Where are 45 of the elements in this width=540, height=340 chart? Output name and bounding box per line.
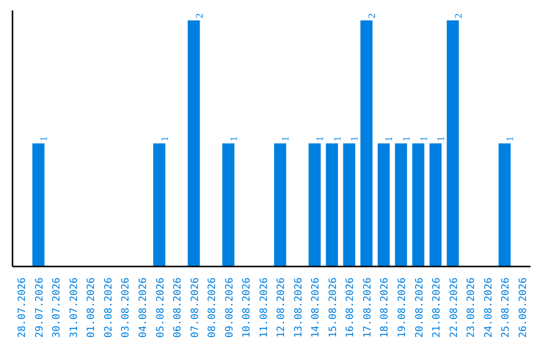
x-tick-label: 19.08.2026 bbox=[397, 277, 408, 338]
x-tick-label: 26.08.2026 bbox=[518, 277, 529, 338]
x-tick-label: 03.08.2026 bbox=[120, 277, 132, 338]
data-label: 1 bbox=[280, 136, 292, 142]
x-tick-label: 18.08.2026 bbox=[380, 277, 391, 338]
x-tick-label: 22.08.2026 bbox=[448, 277, 460, 338]
x-tick-label: 04.08.2026 bbox=[138, 277, 149, 338]
x-tick-label: 17.08.2026 bbox=[362, 277, 374, 338]
x-tick-label: 06.08.2026 bbox=[172, 277, 184, 338]
data-label: 1 bbox=[402, 136, 412, 142]
x-tick-label: 05.08.2026 bbox=[155, 277, 166, 338]
data-label: 2 bbox=[194, 13, 206, 18]
x-tick-label: 09.08.2026 bbox=[224, 277, 236, 338]
x-tick-label: 14.08.2026 bbox=[310, 277, 322, 338]
x-tick-label: 30.07.2026 bbox=[52, 277, 63, 338]
data-label: 1 bbox=[332, 136, 344, 142]
data-label: 1 bbox=[418, 136, 430, 142]
x-tick-label: 08.08.2026 bbox=[207, 277, 218, 338]
data-label: 1 bbox=[350, 136, 361, 142]
x-tick-label: 28.07.2026 bbox=[17, 277, 28, 338]
x-tick-label: 13.08.2026 bbox=[293, 277, 304, 338]
data-label: 1 bbox=[160, 136, 171, 142]
data-label: 1 bbox=[505, 136, 516, 142]
data-label: 1 bbox=[228, 136, 240, 142]
x-tick-label: 21.08.2026 bbox=[432, 277, 443, 338]
data-label: 1 bbox=[384, 136, 396, 142]
x-tick-label: 02.08.2026 bbox=[103, 277, 114, 338]
data-label: 1 bbox=[315, 136, 326, 142]
x-tick-label: 10.08.2026 bbox=[242, 277, 253, 338]
x-tick-label: 23.08.2026 bbox=[466, 277, 478, 338]
data-label: 1 bbox=[436, 136, 448, 142]
data-label: 2 bbox=[453, 13, 464, 18]
x-tick-label: 15.08.2026 bbox=[328, 277, 339, 338]
x-tick-label: 01.08.2026 bbox=[86, 277, 98, 338]
x-tick-label: 20.08.2026 bbox=[414, 277, 426, 338]
x-tick-label: 16.08.2026 bbox=[345, 277, 356, 338]
x-tick-label: 12.08.2026 bbox=[276, 277, 288, 338]
x-tick-label: 11.08.2026 bbox=[258, 277, 270, 338]
data-label: 1 bbox=[38, 136, 50, 142]
x-tick-label: 24.08.2026 bbox=[483, 277, 494, 338]
x-tick-label: 07.08.2026 bbox=[190, 277, 201, 338]
x-tick-label: 31.07.2026 bbox=[68, 277, 80, 338]
x-tick-label: 25.08.2026 bbox=[500, 277, 512, 338]
data-label: 2 bbox=[366, 13, 378, 18]
x-tick-label: 29.07.2026 bbox=[34, 277, 46, 338]
